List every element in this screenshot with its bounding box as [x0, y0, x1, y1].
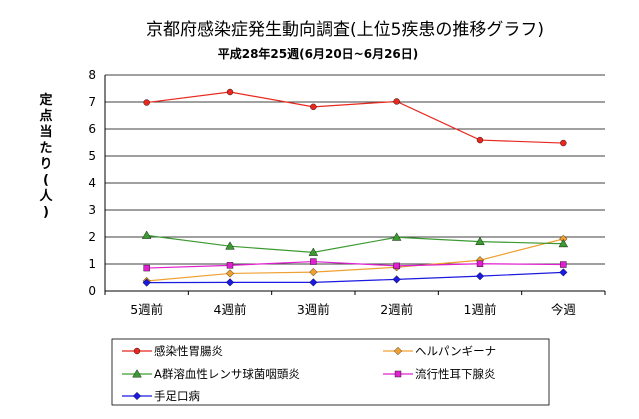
y-axis-label-char: ( [43, 173, 49, 188]
data-point [559, 268, 568, 277]
x-tick-label: 今週 [551, 302, 577, 317]
y-axis-label-char: 人 [39, 188, 53, 204]
x-tick-label: 5週前 [130, 302, 163, 317]
legend-marker [132, 391, 142, 401]
series-line [146, 234, 564, 253]
data-point [226, 88, 234, 96]
legend-marker [133, 347, 141, 355]
data-point [392, 275, 401, 284]
legend-label: 手足口病 [154, 389, 200, 403]
data-point [393, 262, 400, 270]
x-tick-label: 4週前 [214, 302, 247, 317]
series-line [146, 260, 564, 269]
y-tick-label: 8 [88, 68, 96, 82]
y-tick-label: 6 [88, 122, 96, 136]
legend-marker [132, 369, 142, 378]
y-tick-label: 7 [88, 95, 96, 109]
data-point [309, 268, 318, 277]
legend-label: 流行性耳下腺炎 [415, 367, 496, 381]
x-tick-label: 2週前 [380, 302, 413, 317]
chart-title: 京都府感染症発生動向調査(上位5疾患の推移グラフ) [146, 20, 544, 40]
data-point [143, 264, 150, 272]
gridlines [105, 74, 605, 265]
y-axis-label-char: 当 [39, 124, 52, 140]
y-tick-label: 0 [88, 284, 96, 298]
legend-box [111, 338, 550, 406]
data-point [476, 260, 484, 267]
data-point [143, 99, 150, 106]
x-tick-label: 1週前 [464, 302, 497, 317]
legend-marker [393, 346, 403, 356]
y-axis-label-char: 点 [39, 108, 52, 124]
legend-marker [394, 370, 402, 378]
series-group [143, 88, 567, 147]
legend-item: ヘルパンギーナ [383, 344, 496, 358]
legend-item: 手足口病 [122, 389, 200, 403]
y-tick-label: 4 [88, 176, 96, 190]
data-point [310, 103, 317, 111]
data-point [141, 230, 152, 239]
data-point [560, 261, 567, 268]
series-lines [141, 88, 569, 287]
y-axis-label-char: り [39, 157, 52, 172]
legend-label: ヘルパンギーナ [415, 344, 496, 358]
data-point [393, 98, 400, 105]
data-point [309, 278, 318, 287]
y-axis-label-char: た [39, 141, 52, 156]
data-point [560, 139, 567, 147]
legend-item: 流行性耳下腺炎 [383, 367, 496, 381]
data-point [475, 272, 485, 281]
series-line [146, 91, 564, 144]
data-point [225, 241, 235, 250]
y-tick-label: 2 [88, 230, 96, 244]
data-point [476, 136, 484, 144]
series-line [146, 238, 564, 282]
series-group [142, 268, 568, 287]
x-tick-label: 3週前 [297, 302, 330, 317]
legend-label: A群溶血性レンサ球菌咽頭炎 [154, 367, 300, 381]
legend-label: 感染性胃腸炎 [154, 344, 223, 358]
data-point [558, 238, 569, 248]
series-group [141, 230, 569, 256]
data-point [225, 278, 235, 287]
data-point [308, 247, 319, 256]
legend-item: A群溶血性レンサ球菌咽頭炎 [122, 367, 300, 381]
y-tick-label: 5 [88, 149, 96, 163]
axes [104, 75, 606, 295]
data-point [391, 232, 402, 241]
data-point [310, 258, 317, 265]
x-tick-labels: 5週前 4週前 3週前 2週前 1週前 今週 [130, 302, 576, 317]
data-point [226, 262, 234, 269]
data-point [142, 278, 151, 287]
y-axis-label-char: 定 [38, 92, 52, 108]
data-point [225, 269, 235, 278]
data-point [475, 236, 485, 245]
y-tick-label: 3 [88, 203, 96, 217]
series-line [146, 271, 564, 284]
y-tick-label: 1 [88, 257, 96, 271]
y-axis-label-char: ) [43, 205, 49, 220]
legend-item: 感染性胃腸炎 [122, 344, 223, 358]
chart-subtitle: 平成28年25週(6月20日~6月26日) [218, 46, 419, 61]
series-group [143, 258, 567, 272]
y-tick-labels: 0 1 2 3 4 5 6 7 8 [88, 68, 96, 298]
